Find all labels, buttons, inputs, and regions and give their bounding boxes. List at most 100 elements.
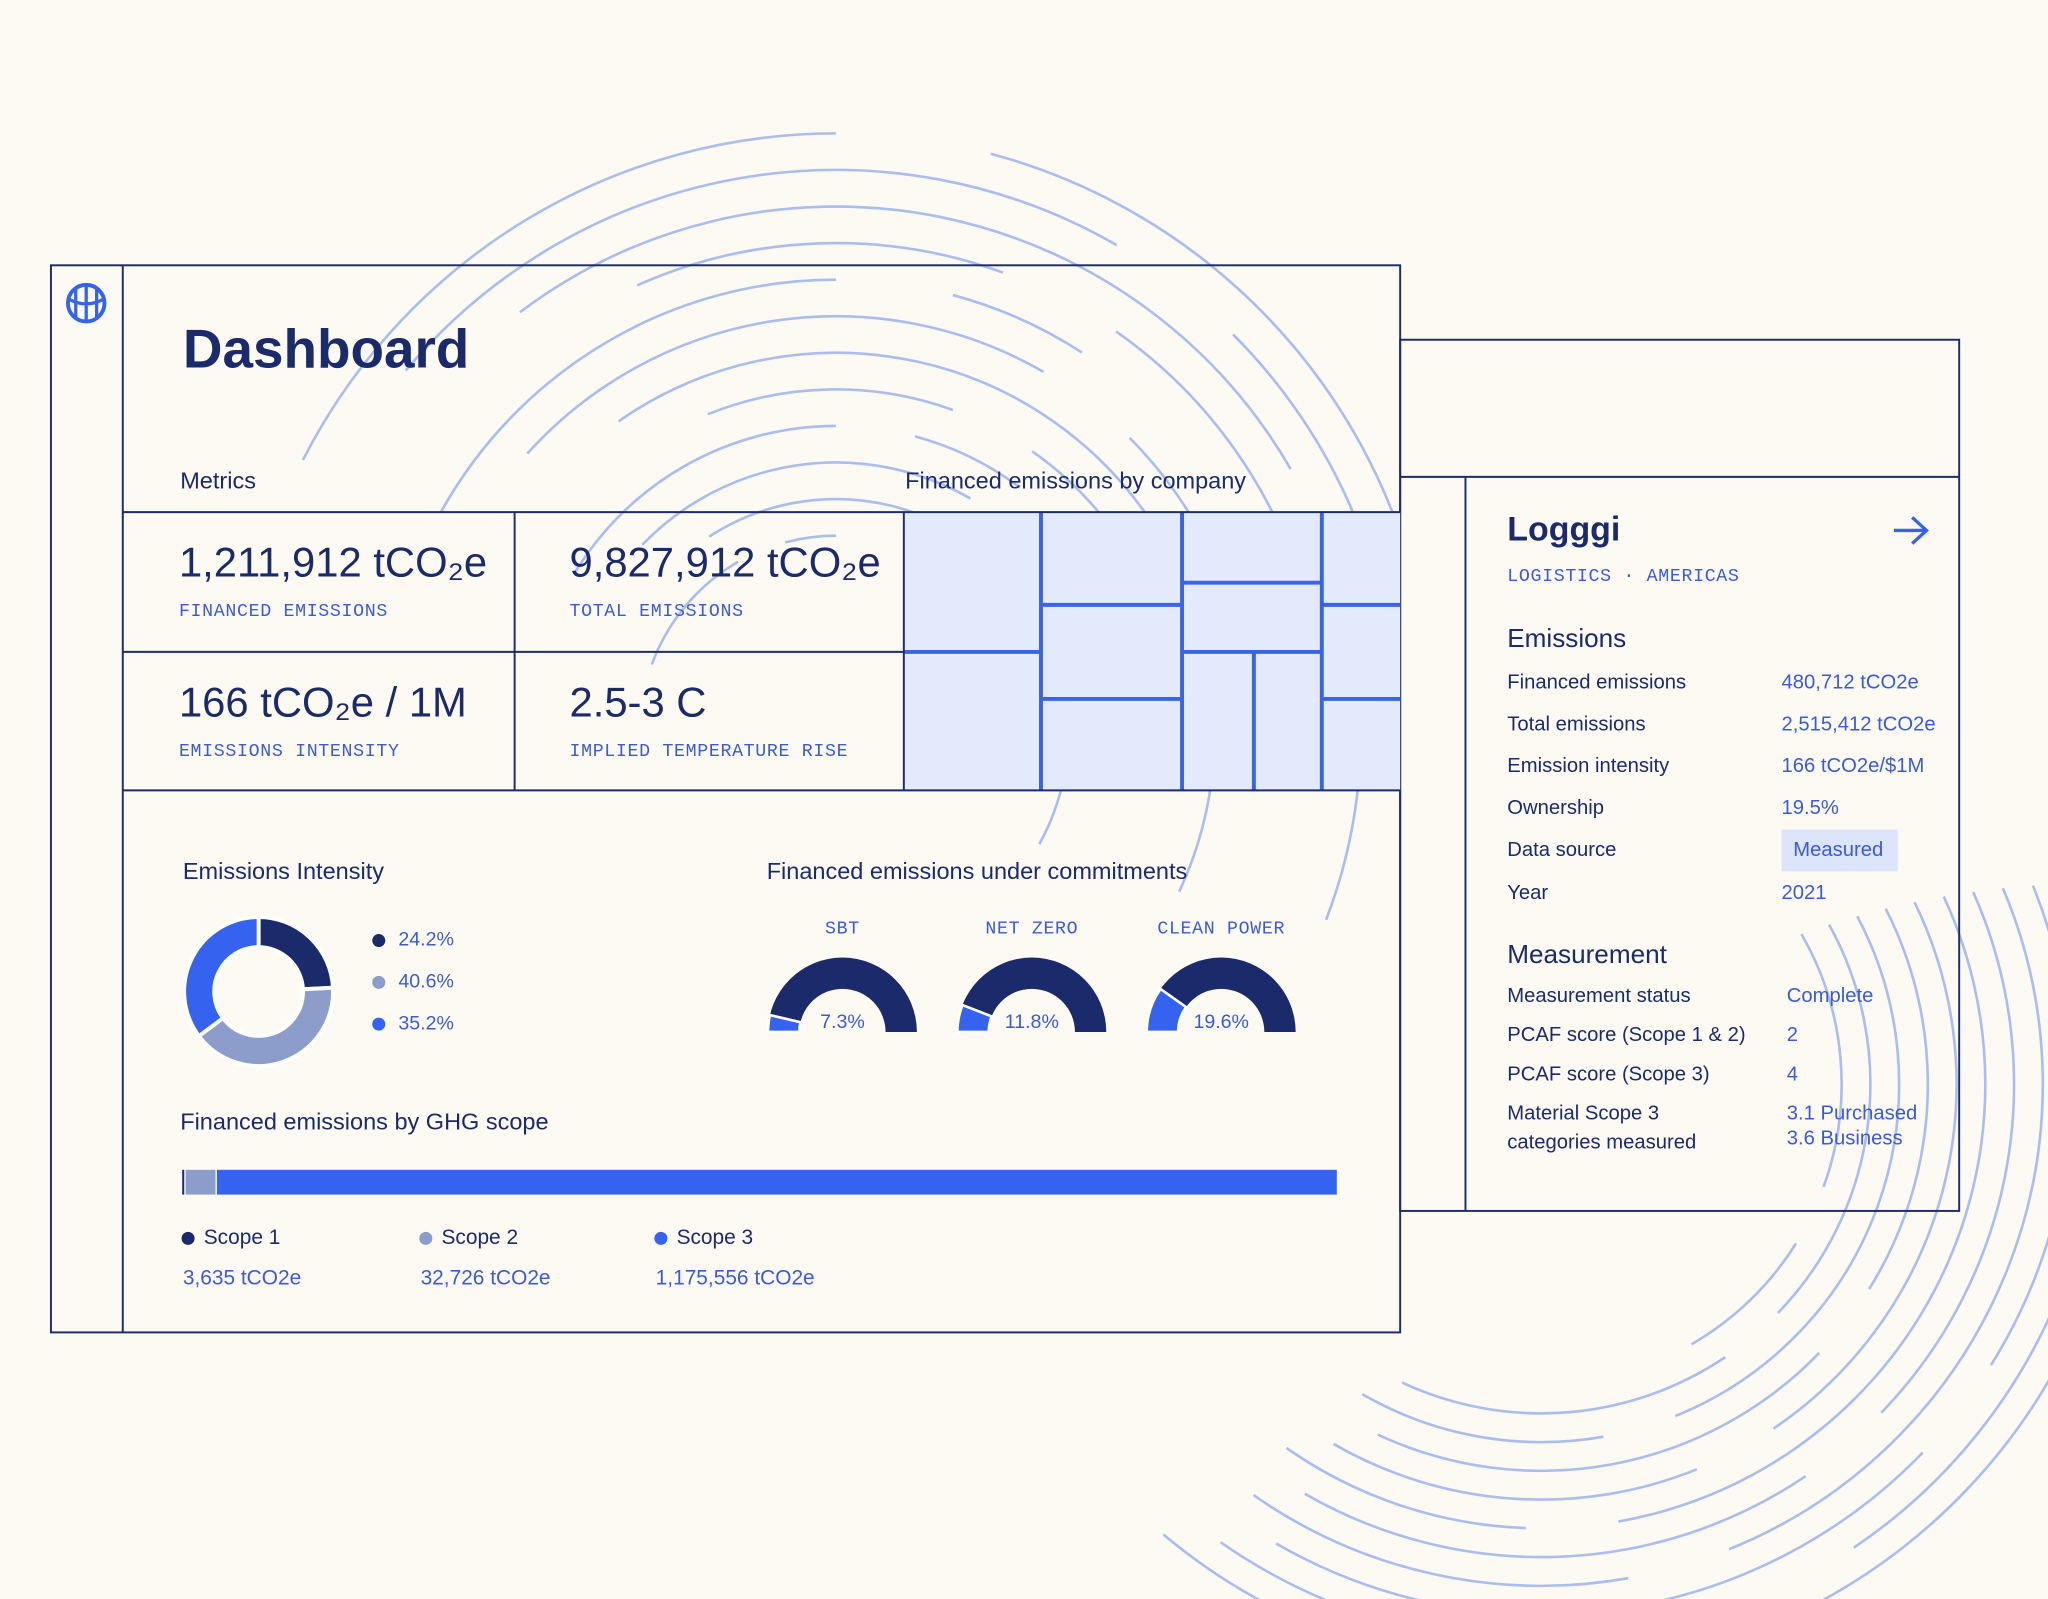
decor-arc — [1800, 933, 1843, 1188]
decor-arc — [1772, 901, 1958, 1430]
decor-arc — [650, 560, 739, 666]
page-title: Dashboard — [183, 317, 469, 379]
gauge-value-label: 19.6% — [1193, 1011, 1249, 1033]
decor-arc — [1219, 1541, 1327, 1599]
decor-arc — [952, 293, 1083, 354]
charts: Emissions Intensity 24.2% 40.6% 35.2% Financ… — [180, 858, 1339, 1289]
detail-value: 480,712 tCO2e — [1782, 672, 1919, 694]
legend-value: 32,726 tCO2e — [421, 1266, 551, 1289]
section-title: Financed emissions under commitments — [767, 858, 1188, 884]
gauge-value-label: 7.3% — [820, 1011, 865, 1033]
decor-arc — [1880, 891, 2016, 1414]
decor-arc — [1989, 885, 2048, 1366]
treemap — [903, 512, 1401, 791]
decor-arc — [1401, 1356, 1727, 1415]
decor-arc — [1252, 1494, 1629, 1588]
detail-value: 2 — [1787, 1024, 1798, 1046]
legend-name: Scope 1 — [204, 1226, 281, 1249]
decor-arc — [1361, 1393, 1604, 1444]
decor-arc — [990, 152, 1396, 518]
donut-segment — [196, 985, 335, 1068]
decor-arc — [1377, 1351, 1821, 1473]
legend-dot — [372, 934, 386, 948]
decor-arc — [1232, 333, 1365, 540]
metric-value: 2.5-3 C — [569, 679, 706, 726]
gauge-value — [1145, 987, 1188, 1034]
decor-arc — [914, 435, 1021, 489]
decor-arc — [439, 278, 836, 514]
detail-label: categories measured — [1507, 1131, 1696, 1153]
section-title: Metrics — [180, 467, 256, 493]
legend-dot — [419, 1231, 433, 1245]
decor-arc — [784, 534, 836, 544]
legend-dot — [654, 1231, 668, 1245]
detail-value: 3.1 Purchased — [1787, 1103, 1918, 1125]
gauge-value-label: 11.8% — [1005, 1011, 1059, 1033]
section-title: Emissions Intensity — [183, 858, 384, 884]
detail-label: PCAF score (Scope 1 & 2) — [1507, 1024, 1745, 1046]
decor-arc — [526, 314, 1045, 455]
gauge-track — [1146, 957, 1296, 1032]
legend-value: 35.2% — [398, 1012, 454, 1034]
section-title: Financed emissions by company — [905, 467, 1246, 493]
decor-arc — [1690, 1242, 1798, 1346]
gauge-label: SBT — [825, 920, 860, 940]
detail-label: PCAF score (Scope 3) — [1507, 1063, 1709, 1085]
section-title: Financed emissions by GHG scope — [180, 1109, 548, 1135]
open-arrow[interactable] — [1893, 516, 1929, 545]
detail-value: 2021 — [1782, 882, 1827, 904]
decor-arc — [572, 424, 836, 575]
section-title: Measurement — [1507, 939, 1667, 969]
legend-value: 1,175,556 tCO2e — [656, 1266, 815, 1289]
decor-arc — [519, 205, 1292, 470]
decor-arc — [707, 388, 954, 416]
detail-label: Total emissions — [1507, 713, 1645, 735]
company-name: Logggi — [1507, 511, 1620, 549]
legend-dot — [181, 1231, 195, 1245]
legend-value: 3,635 tCO2e — [183, 1266, 301, 1289]
detail-label: Emission intensity — [1507, 755, 1670, 777]
donut-segment — [182, 915, 261, 1039]
treemap-cells — [903, 512, 1401, 791]
gauge-track — [768, 957, 917, 1032]
decor-arc — [1275, 1451, 1924, 1599]
detail-value: 2,515,412 tCO2e — [1782, 713, 1936, 735]
detail-label: Financed emissions — [1507, 672, 1686, 694]
gauge-value — [766, 1013, 803, 1034]
metric-label: TOTAL EMISSIONS — [569, 602, 743, 622]
decor-arc — [1618, 896, 1987, 1523]
decor-arc — [1728, 887, 2045, 1551]
dashboard-panel — [49, 264, 1402, 1334]
detail-value: Measured — [1793, 839, 1883, 861]
logo-glyph — [68, 284, 104, 322]
decor-arc — [1867, 908, 1930, 1290]
decor-arc — [1162, 1533, 1261, 1599]
decor-arc — [404, 168, 1118, 372]
legend-dot — [372, 975, 386, 989]
detail-label: Material Scope 3 — [1507, 1103, 1659, 1125]
detail-value: 4 — [1787, 1063, 1798, 1085]
donut-segment — [256, 915, 336, 992]
metric-value: 1,211,912 tCO₂e — [179, 539, 487, 586]
legend-name: Scope 3 — [677, 1226, 754, 1249]
status-tag — [1781, 829, 1898, 872]
legend-name: Scope 2 — [441, 1226, 518, 1249]
scope-bar — [215, 1168, 1339, 1196]
section-title: Emissions — [1507, 623, 1626, 653]
legend-value: 24.2% — [398, 929, 454, 951]
metric-label: FINANCED EMISSIONS — [179, 602, 388, 622]
metric-value: 9,827,912 tCO₂e — [569, 539, 880, 586]
scope-bar — [184, 1168, 217, 1196]
detail-label: Measurement status — [1507, 985, 1690, 1007]
company-details: Emissions Financed emissions 480,712 tCO2e… — [1507, 623, 1935, 1153]
legend-value: 40.6% — [398, 971, 454, 993]
decor-arc — [1777, 924, 1872, 1314]
decor-arc — [1304, 1475, 1807, 1559]
metric-value: 166 tCO₂e / 1M — [179, 679, 467, 726]
metric-label: EMISSIONS INTENSITY — [179, 742, 400, 762]
logo[interactable] — [65, 282, 107, 324]
company-subtitle: LOGISTICS · AMERICAS — [1507, 567, 1739, 587]
detail-label: Data source — [1507, 839, 1616, 861]
decor-arc — [1285, 1446, 1526, 1530]
